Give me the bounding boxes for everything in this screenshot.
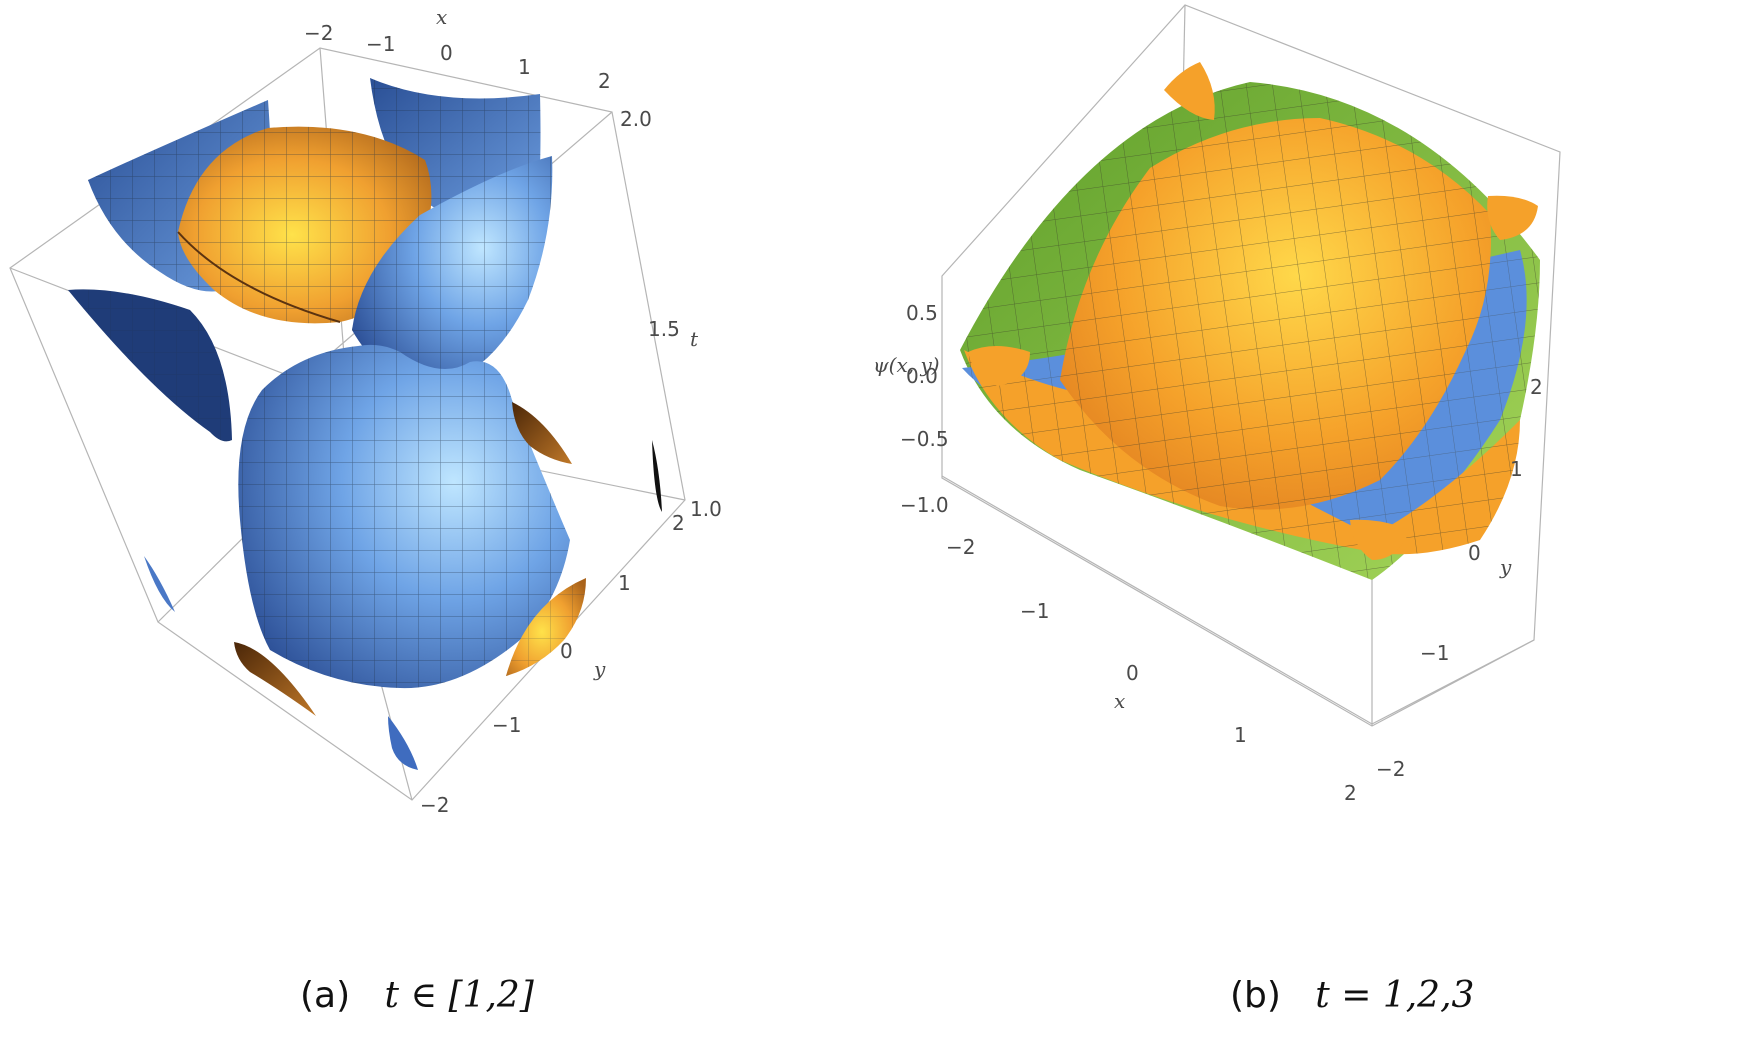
- panel-a-x-tick: 1: [518, 55, 531, 79]
- panel-a-caption-math: t ∈ [1,2]: [384, 975, 534, 1016]
- panel-b-z-axis: ψ(x, y) 0.5 0.0 −0.5 −1.0: [873, 301, 949, 517]
- blue-dome-surface: [238, 344, 570, 689]
- panel-b-y-label: y: [1499, 555, 1512, 579]
- panel-a-t-tick: 2.0: [620, 107, 652, 131]
- panel-a-t-tick: 1.5: [648, 317, 680, 341]
- panel-b-z-label: ψ(x, y): [873, 353, 940, 377]
- panel-b-y-tick: −2: [1376, 757, 1405, 781]
- panel-b-y-tick: 0: [1468, 541, 1481, 565]
- panel-b-plot: ψ(x, y) 0.5 0.0 −0.5 −1.0 −2 −1 0 x 1 2 …: [873, 4, 1561, 805]
- orange-corner-flaps: [968, 62, 1538, 560]
- panel-b-x-tick: 2: [1344, 781, 1357, 805]
- panel-a-x-tick: −2: [304, 21, 333, 45]
- panel-a-t-label: t: [690, 327, 699, 351]
- panel-a-y-tick: −2: [420, 793, 449, 817]
- panel-a-x-axis: x −2 −1 0 1 2: [304, 5, 611, 93]
- panel-a-t-axis: 2.0 1.5 t 1.0: [620, 107, 722, 521]
- panel-b-z-tick: 0.0: [906, 364, 938, 388]
- panel-b-z-tick: 0.5: [906, 301, 938, 325]
- panel-b-x-tick: 1: [1234, 723, 1247, 747]
- panel-a-plot: x −2 −1 0 1 2 2.0 1.5 t 1.0 2 1 0 y −1 −…: [9, 5, 722, 817]
- panel-b-y-tick: 2: [1530, 375, 1543, 399]
- panel-b-x-tick: −2: [946, 535, 975, 559]
- panel-a-y-label: y: [593, 657, 606, 681]
- orange-bowl-surface: [177, 126, 432, 324]
- brown-slivers: [144, 402, 662, 770]
- panel-a-caption-prefix: (a): [300, 975, 351, 1016]
- panel-b-y-tick: −1: [1420, 641, 1449, 665]
- panel-b-y-axis: 2 1 0 y −1 −2: [1376, 375, 1543, 781]
- dark-blue-left-lens: [68, 289, 232, 442]
- orange-dome-surface: [1060, 118, 1491, 510]
- panel-b-x-tick: −1: [1020, 599, 1049, 623]
- panel-a-x-tick: 2: [598, 69, 611, 93]
- panel-b-z-tick: −0.5: [900, 427, 949, 451]
- panel-a-x-label: x: [436, 5, 447, 29]
- panel-a-y-tick: −1: [492, 713, 521, 737]
- panel-a-y-tick: 0: [560, 639, 573, 663]
- panel-b-y-tick: 1: [1510, 457, 1523, 481]
- panel-b-x-tick: 0: [1126, 661, 1139, 685]
- panel-a-x-tick: −1: [366, 32, 395, 56]
- panel-a-y-tick: 2: [672, 511, 685, 535]
- panel-a-x-tick: 0: [440, 41, 453, 65]
- panel-b-caption: (b) t = 1,2,3: [1230, 975, 1474, 1016]
- panel-a-caption: (a) t ∈ [1,2]: [300, 975, 534, 1016]
- light-blue-leaf-surface: [352, 156, 553, 386]
- panel-b-caption-math: t = 1,2,3: [1315, 975, 1475, 1016]
- panel-a-t-tick: 1.0: [690, 497, 722, 521]
- panel-a-y-axis: 2 1 0 y −1 −2: [420, 511, 685, 817]
- panel-a-y-tick: 1: [618, 571, 631, 595]
- panel-b-caption-prefix: (b): [1230, 975, 1281, 1016]
- panel-b-z-tick: −1.0: [900, 493, 949, 517]
- panel-b-x-label: x: [1114, 689, 1125, 713]
- panel-b-x-axis: −2 −1 0 x 1 2: [946, 535, 1357, 805]
